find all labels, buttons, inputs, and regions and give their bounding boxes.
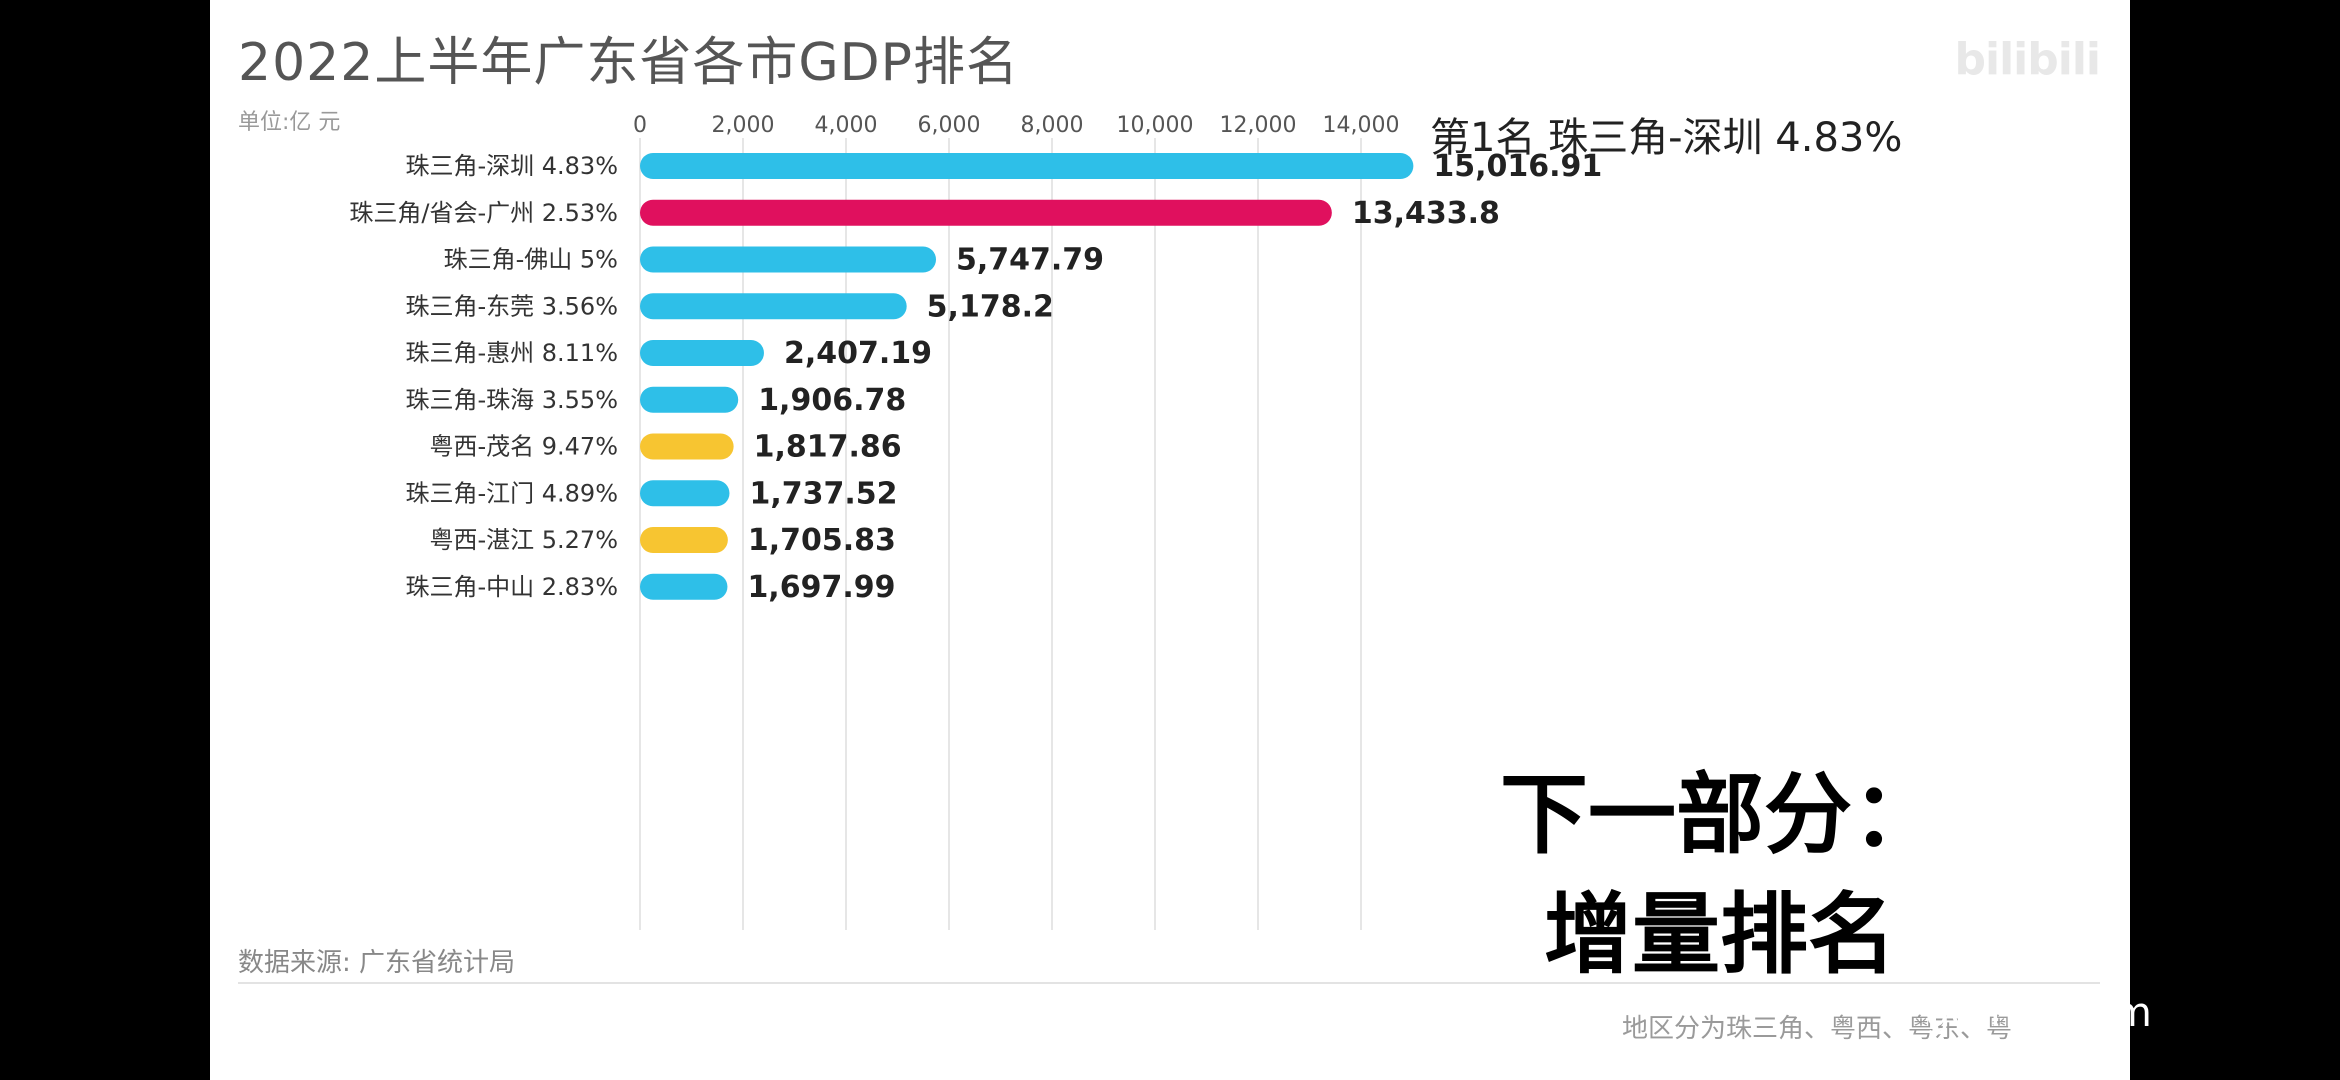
bar — [640, 480, 730, 507]
region-note: 地区分为珠三角、粤西、粤东、粤 — [1622, 1014, 2013, 1044]
category-label: 珠三角-佛山 5% — [444, 246, 618, 274]
x-tick-label: 12,000 — [1220, 113, 1297, 138]
value-label: 15,016.91 — [1433, 149, 1602, 184]
bar — [640, 199, 1332, 226]
value-label: 1,697.99 — [747, 570, 895, 605]
category-labels: 珠三角-深圳 4.83% 珠三角/省会-广州 2.53% 珠三角-佛山 5% 珠三角-… — [349, 152, 618, 601]
site-watermark: gdmm.com — [1925, 990, 2152, 1036]
bar — [640, 573, 728, 600]
value-label: 1,906.78 — [758, 383, 906, 418]
category-label: 珠三角-深圳 4.83% — [405, 152, 618, 180]
category-label: 珠三角-珠海 3.55% — [405, 386, 618, 414]
value-label: 13,433.8 — [1352, 196, 1500, 231]
category-label: 珠三角-中山 2.83% — [405, 573, 618, 601]
x-tick-label: 4,000 — [815, 113, 878, 138]
bar — [640, 340, 764, 366]
bar — [640, 527, 728, 553]
x-tick-label: 10,000 — [1117, 113, 1194, 138]
x-tick-label: 8,000 — [1021, 113, 1084, 138]
bar — [640, 433, 734, 460]
value-label: 2,407.19 — [784, 336, 932, 371]
x-tick-label: 6,000 — [918, 113, 981, 138]
x-tick-label: 2,000 — [712, 113, 775, 138]
value-label: 1,817.86 — [754, 430, 902, 465]
bars — [640, 153, 1414, 600]
value-label: 5,178.2 — [927, 289, 1054, 324]
x-tick-label: 0 — [633, 113, 647, 138]
bar — [640, 386, 739, 413]
x-tick-label: 14,000 — [1323, 113, 1400, 138]
category-label: 粤西-湛江 5.27% — [429, 526, 618, 554]
unit-label: 单位:亿 元 — [238, 110, 341, 135]
value-label: 1,705.83 — [748, 523, 896, 558]
x-axis-ticks: 0 2,000 4,000 6,000 8,000 10,000 12,000 14,000 — [633, 113, 1399, 138]
chart-title: 2022上半年广东省各市GDP排名 — [238, 33, 1020, 93]
chart-frame: 2022上半年广东省各市GDP排名 单位:亿 元 第1名 珠三角-深圳 4.83… — [210, 0, 2130, 1080]
caption-line-2: 增量排名 — [1543, 883, 1896, 986]
overlay-caption: 下一部分： 增量排名 — [1400, 755, 2040, 995]
category-label: 粤西-茂名 9.47% — [429, 433, 618, 461]
category-label: 珠三角-东莞 3.56% — [405, 292, 618, 320]
value-labels: 15,016.91 13,433.8 5,747.79 5,178.2 2,407.19… — [747, 149, 1602, 605]
caption-line-1: 下一部分： — [1499, 763, 1940, 866]
bilibili-logo: bilibili — [1954, 34, 2101, 85]
bar-chart: 0 2,000 4,000 6,000 8,000 10,000 12,000 14,000 … — [349, 113, 1602, 930]
rank-headline: 第1名 珠三角-深圳 4.83% — [1430, 115, 1903, 161]
data-source: 数据来源: 广东省统计局 — [238, 948, 516, 978]
category-label: 珠三角-江门 4.89% — [405, 479, 618, 507]
category-label: 珠三角-惠州 8.11% — [405, 339, 618, 367]
value-label: 5,747.79 — [956, 243, 1104, 278]
bar — [640, 246, 937, 273]
value-label: 1,737.52 — [749, 476, 897, 511]
category-label: 珠三角/省会-广州 2.53% — [349, 199, 618, 227]
footer-divider — [238, 982, 2100, 984]
bar — [640, 153, 1414, 179]
bar — [640, 293, 907, 320]
